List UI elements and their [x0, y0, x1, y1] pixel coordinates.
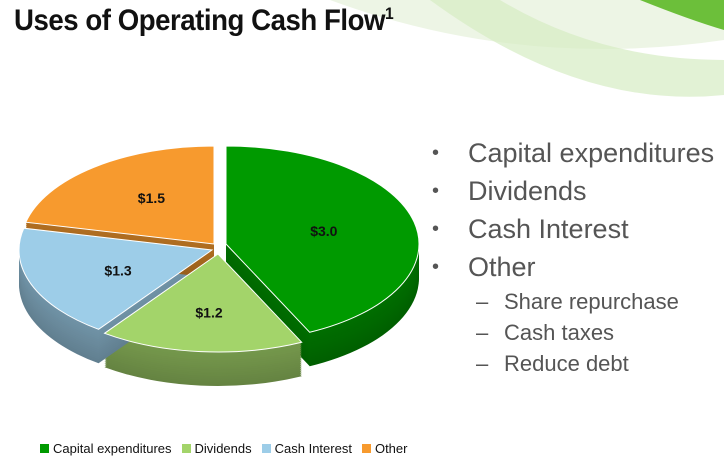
bullet-dot-icon: • — [432, 141, 440, 164]
legend-swatch — [181, 444, 191, 453]
page-title: Uses of Operating Cash Flow1 — [14, 4, 394, 38]
pie-slice-capital-expenditures — [225, 145, 420, 333]
legend-label: Other — [374, 441, 408, 456]
pie-slice-dividends — [103, 253, 303, 353]
dash-icon: – — [476, 350, 489, 376]
legend-swatch — [40, 444, 49, 453]
sub-bullet-text: Cash taxes — [504, 319, 615, 345]
pie-slice-cash-interest — [18, 227, 214, 330]
dash-icon: – — [476, 288, 489, 314]
legend-label: Dividends — [194, 441, 252, 456]
title-footnote-marker: 1 — [384, 4, 394, 23]
legend-label: Cash Interest — [274, 441, 352, 456]
sub-bullet-text: Share repurchase — [504, 288, 679, 314]
data-label: $1.2 — [195, 305, 222, 321]
sub-bullet-text: Reduce debt — [504, 350, 629, 376]
legend-item: Capital expenditures — [40, 441, 172, 456]
sub-bullet-item: – Share repurchase — [432, 286, 714, 317]
bullet-list: • Capital expenditures • Dividends • Cash Int… — [432, 134, 714, 379]
sub-bullet-item: – Reduce debt — [432, 348, 714, 379]
bullet-item: • Capital expenditures — [432, 134, 714, 172]
sub-bullet-item: – Cash taxes — [432, 317, 714, 348]
title-text: Uses of Operating Cash Flow — [14, 4, 385, 37]
bullet-dot-icon: • — [432, 255, 440, 278]
decorative-swoosh — [330, 0, 724, 97]
bullet-item: • Dividends — [432, 172, 714, 210]
legend-item: Dividends — [181, 441, 252, 456]
bullet-dot-icon: • — [432, 217, 440, 240]
legend-swatch — [261, 444, 271, 453]
bullet-text: Dividends — [468, 175, 587, 206]
bullet-item: • Other — [432, 248, 714, 286]
pie-slice-other — [25, 145, 215, 245]
data-label: $3.0 — [310, 223, 337, 239]
bullet-text: Capital expenditures — [468, 137, 715, 168]
legend-label: Capital expenditures — [53, 441, 172, 456]
pie-chart: $3.0 $1.2 $1.3 $1.5 — [18, 145, 420, 387]
bullet-text: Other — [468, 251, 536, 282]
dash-icon: – — [476, 319, 489, 345]
bullet-dot-icon: • — [432, 179, 440, 202]
bullet-item: • Cash Interest — [432, 210, 714, 248]
legend-swatch — [361, 444, 371, 453]
legend-item: Cash Interest — [261, 441, 352, 456]
data-label: $1.3 — [104, 263, 131, 279]
bullet-text: Cash Interest — [468, 213, 629, 244]
legend-item: Other — [361, 441, 408, 456]
chart-legend: Capital expenditures Dividends Cash Intere… — [40, 441, 407, 456]
data-label: $1.5 — [138, 190, 165, 206]
